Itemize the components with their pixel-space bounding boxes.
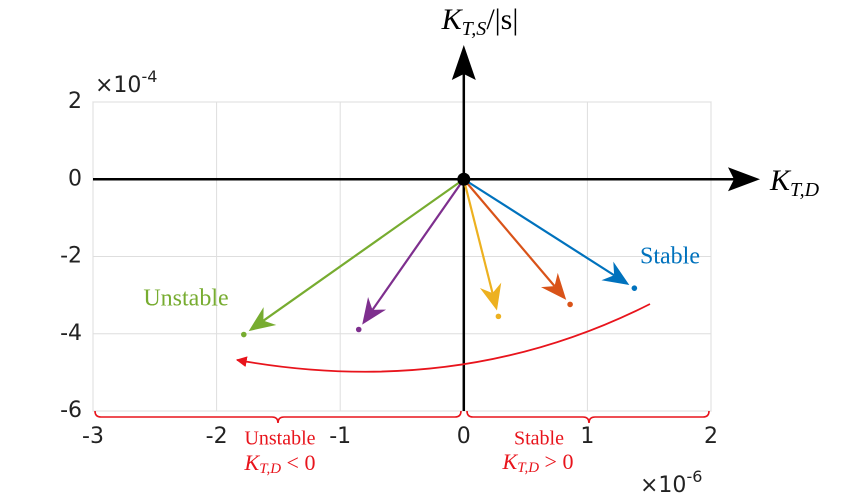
vector-end <box>355 326 362 333</box>
y-tick-label: 2 <box>68 89 82 114</box>
y-tick-label: -2 <box>60 244 82 269</box>
vector <box>463 178 638 291</box>
y-axis-arrow <box>451 45 476 80</box>
vector-end <box>240 331 247 338</box>
region-label: Stable <box>514 428 564 450</box>
y-axis-label: KT,S/|s| <box>441 3 519 40</box>
vector-end <box>495 313 502 320</box>
x-axis-label: KT,D <box>769 164 820 201</box>
vector-head <box>248 307 277 332</box>
vector-shaft <box>462 178 556 287</box>
x-tick-label: -2 <box>206 424 228 449</box>
brace-right <box>466 410 710 424</box>
origin <box>457 172 471 186</box>
vector-head <box>479 282 502 311</box>
x-tick-label: 0 <box>457 424 471 449</box>
vector-head <box>540 272 567 300</box>
vector-shaft <box>463 178 615 277</box>
y-tick-label: -6 <box>60 398 82 423</box>
vector <box>240 178 465 338</box>
vector-shaft <box>462 178 494 294</box>
vector-head <box>362 296 387 325</box>
brace-left <box>94 410 462 424</box>
x-tick-label: -1 <box>329 424 351 449</box>
x-tick-label: 2 <box>704 424 718 449</box>
annotation: Unstable <box>143 286 228 312</box>
x-tick-label: 1 <box>580 424 594 449</box>
vector-end <box>567 301 573 308</box>
vector-shaft <box>262 178 465 322</box>
vector-end <box>631 285 638 291</box>
x-tick-label: -3 <box>82 424 104 449</box>
vector <box>462 178 502 320</box>
annotation: Stable <box>640 244 700 270</box>
y-tick-label: 0 <box>68 166 82 191</box>
trend-arrow <box>235 303 651 373</box>
vector-head <box>601 261 630 285</box>
vector <box>355 178 465 333</box>
x-multiplier: ×10-6 <box>640 467 702 498</box>
region-condition: KT,D < 0 <box>244 450 316 477</box>
region-condition: KT,D > 0 <box>502 449 574 476</box>
vector-shaft <box>371 178 465 311</box>
vector <box>462 178 573 308</box>
region-label: Unstable <box>244 428 315 450</box>
y-tick-label: -4 <box>60 321 82 346</box>
y-multiplier: ×10-4 <box>95 67 157 98</box>
x-axis-arrow <box>728 167 760 192</box>
